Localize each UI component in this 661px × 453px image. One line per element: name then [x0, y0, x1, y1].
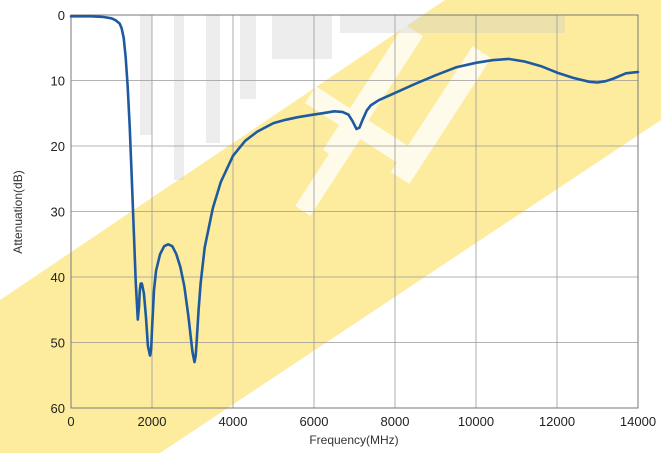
x-tick-label: 4000 — [219, 414, 248, 429]
y-tick-label: 30 — [51, 205, 65, 220]
x-tick-label: 14000 — [620, 414, 656, 429]
x-tick-label: 8000 — [381, 414, 410, 429]
x-tick-label: 6000 — [300, 414, 329, 429]
plot-frame — [70, 14, 639, 409]
watermark-ghost-bars — [140, 15, 565, 180]
watermark-glyph — [295, 24, 492, 216]
x-tick-label: 2000 — [138, 414, 167, 429]
y-tick-label: 60 — [51, 401, 65, 416]
x-axis-ticks: 0 2000 4000 6000 8000 10000 12000 14000 — [67, 414, 656, 429]
series-group — [69, 14, 640, 364]
x-tick-label: 10000 — [458, 414, 494, 429]
y-tick-label: 20 — [51, 139, 65, 154]
y-axis-title: Attenuation(dB) — [11, 170, 25, 253]
y-tick-label: 0 — [58, 8, 65, 23]
series-line — [69, 14, 640, 364]
y-tick-label: 50 — [51, 336, 65, 351]
y-tick-label: 40 — [51, 270, 65, 285]
y-axis-ticks: 0 10 20 30 40 50 60 — [51, 8, 65, 416]
x-axis-title: Frequency(MHz) — [309, 433, 398, 447]
x-tick-label: 12000 — [539, 414, 575, 429]
x-tick-label: 0 — [67, 414, 74, 429]
y-tick-label: 10 — [51, 74, 65, 89]
